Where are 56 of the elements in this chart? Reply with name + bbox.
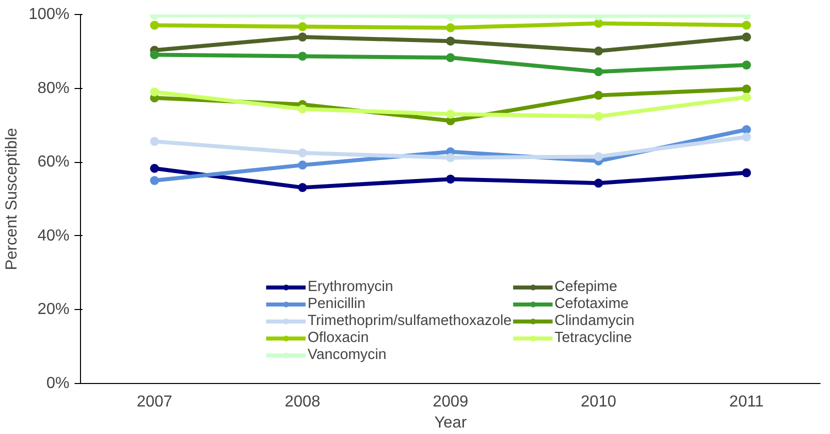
legend-label: Clindamycin [554,313,634,329]
point [298,160,307,170]
point [150,20,159,30]
legend-label: Tetracycline [554,330,632,346]
point [594,152,603,162]
legend-label: Vancomycin [308,347,386,363]
point [742,125,751,134]
point [742,132,751,142]
point [446,53,455,62]
y-axis-title: Percent Susceptible [4,128,21,270]
point [150,50,159,60]
point [742,168,751,178]
x-tick-label: 2010 [580,394,616,410]
x-tick-label: 2011 [729,394,764,410]
point [742,20,751,30]
point [150,164,159,173]
y-tick-label: 100% [28,6,70,23]
x-tick-label: 2007 [136,394,172,410]
y-tick-label: 20% [37,301,70,318]
x-axis-title: Year [434,414,468,432]
point [298,183,307,192]
point [298,148,307,158]
point [594,112,603,121]
point [446,36,455,46]
point [742,60,751,70]
point [150,88,159,96]
point [298,32,307,42]
point [446,23,455,32]
point [742,92,751,102]
point [446,174,455,184]
point [150,136,159,146]
point [742,32,751,42]
legend-label: Cefotaxime [554,296,629,312]
x-tick-label: 2008 [284,394,320,410]
y-tick-label: 40% [37,227,70,244]
point [298,22,307,32]
y-tick-label: 60% [37,154,70,171]
x-tick-label: 2009 [432,394,468,410]
point [594,18,603,28]
legend-label: Trimethoprim/sulfamethoxazole [308,313,512,329]
legend-label: Ofloxacin [308,330,369,346]
point [594,46,603,56]
point [150,176,159,186]
legend-label: Erythromycin [308,279,394,295]
point [742,84,751,94]
legend-label: Penicillin [308,296,366,312]
point [594,178,603,188]
point [298,52,307,61]
y-tick-label: 80% [37,80,70,97]
y-tick-label: 0% [46,375,70,392]
point [298,104,307,114]
point [594,90,603,100]
point [446,153,455,162]
legend-label: Cefepime [554,279,618,295]
point [446,110,455,119]
point [594,67,603,76]
